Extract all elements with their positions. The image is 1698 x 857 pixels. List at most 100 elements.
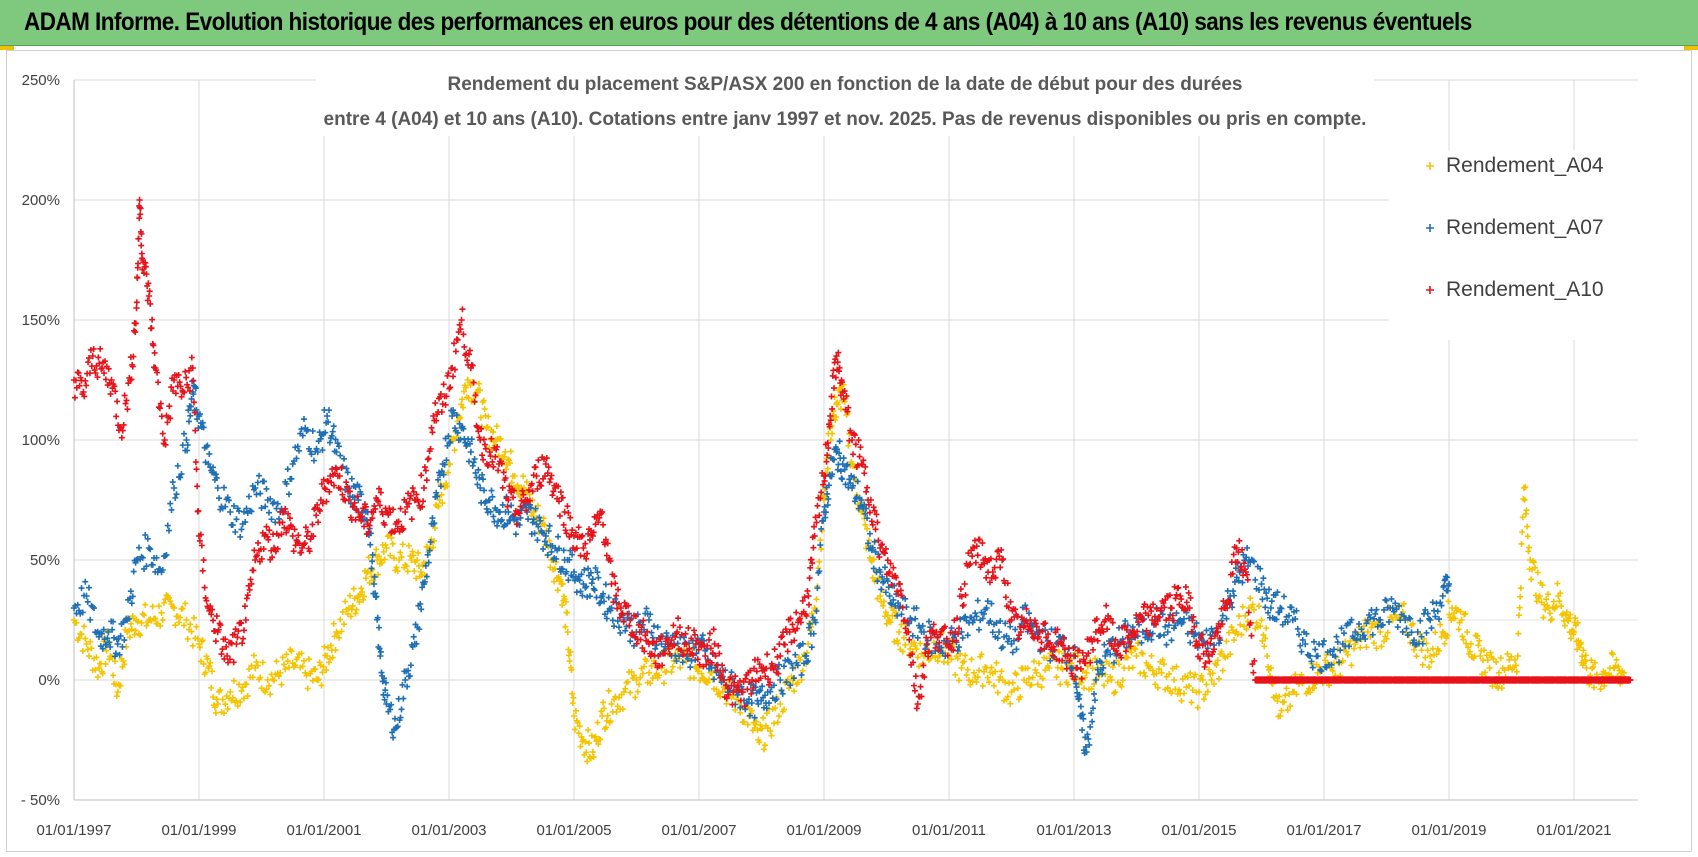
data-point xyxy=(678,631,685,638)
data-point xyxy=(797,619,804,626)
data-point xyxy=(691,631,698,638)
data-point xyxy=(1106,660,1112,667)
data-point xyxy=(174,462,181,469)
x-tick-label: 01/01/1999 xyxy=(161,822,236,839)
data-point xyxy=(397,505,404,512)
data-point xyxy=(198,542,205,549)
data-point xyxy=(87,346,94,353)
data-point xyxy=(1226,601,1233,608)
data-point xyxy=(534,537,541,544)
data-point xyxy=(210,617,217,624)
data-point xyxy=(488,435,495,442)
data-point xyxy=(549,492,556,499)
data-point xyxy=(589,748,596,756)
data-point xyxy=(870,565,877,572)
data-point xyxy=(756,661,763,668)
data-point xyxy=(76,635,82,642)
data-point xyxy=(637,674,644,681)
data-point xyxy=(727,674,734,681)
data-point xyxy=(142,263,149,270)
data-point xyxy=(1512,662,1519,669)
data-point xyxy=(250,567,257,574)
data-point xyxy=(212,638,219,645)
data-point xyxy=(142,601,149,608)
data-point xyxy=(952,671,959,678)
data-point xyxy=(1369,631,1376,638)
data-point xyxy=(422,467,429,474)
data-point xyxy=(458,316,465,324)
data-point xyxy=(93,654,100,661)
data-point xyxy=(406,673,413,679)
data-point xyxy=(1132,646,1139,653)
data-point xyxy=(936,639,943,646)
data-point xyxy=(130,353,137,360)
data-point xyxy=(1477,652,1484,660)
data-point xyxy=(1038,684,1045,691)
data-point xyxy=(863,505,870,512)
data-point xyxy=(248,580,255,587)
data-point xyxy=(326,439,333,446)
data-point xyxy=(791,637,798,644)
data-point xyxy=(481,441,488,448)
data-point xyxy=(1424,647,1431,654)
data-point xyxy=(997,618,1004,625)
data-point xyxy=(98,630,105,637)
data-point xyxy=(201,584,208,591)
data-point xyxy=(1089,718,1096,725)
data-point xyxy=(445,370,452,377)
data-point xyxy=(351,499,358,506)
data-point xyxy=(420,484,428,492)
data-point xyxy=(254,479,261,486)
data-point xyxy=(241,508,247,515)
data-point xyxy=(1504,650,1511,657)
data-point xyxy=(466,440,473,447)
data-point xyxy=(967,681,974,688)
data-point xyxy=(1145,612,1152,619)
data-point xyxy=(1284,707,1291,714)
data-point xyxy=(895,600,902,607)
data-point xyxy=(221,655,228,662)
data-point xyxy=(1577,639,1584,646)
data-point xyxy=(981,668,987,675)
data-point xyxy=(948,625,955,632)
data-point xyxy=(232,529,239,536)
data-point xyxy=(331,633,338,640)
data-point xyxy=(692,640,700,648)
data-point xyxy=(512,531,519,538)
data-point xyxy=(480,456,487,463)
data-point xyxy=(244,693,251,700)
data-point xyxy=(426,547,433,554)
data-point xyxy=(1239,603,1246,610)
data-point xyxy=(758,697,765,704)
data-point xyxy=(121,637,128,644)
data-point xyxy=(853,494,860,501)
data-point xyxy=(1582,652,1589,659)
data-point xyxy=(751,714,758,721)
data-point xyxy=(136,544,142,551)
data-point xyxy=(365,528,372,535)
chart-title-line1: Rendement du placement S&P/ASX 200 en fo… xyxy=(448,74,1243,95)
data-point xyxy=(1423,629,1430,636)
data-point xyxy=(190,391,197,398)
data-point xyxy=(408,516,415,523)
data-point xyxy=(258,555,265,562)
data-point xyxy=(844,461,851,468)
data-point xyxy=(338,464,345,471)
data-point xyxy=(1311,638,1317,645)
data-point xyxy=(547,475,554,482)
data-point xyxy=(260,546,267,553)
data-point xyxy=(1153,605,1160,612)
data-point xyxy=(564,503,571,510)
data-point xyxy=(227,508,234,516)
data-point xyxy=(1451,615,1458,622)
data-point xyxy=(404,503,411,510)
data-point xyxy=(1004,580,1011,587)
data-point xyxy=(106,639,113,646)
data-point xyxy=(477,414,484,421)
data-point xyxy=(1313,653,1320,660)
data-point xyxy=(1312,646,1319,653)
data-point xyxy=(1224,587,1231,594)
data-point xyxy=(1475,642,1482,649)
data-point xyxy=(601,598,607,605)
data-point xyxy=(883,620,890,627)
